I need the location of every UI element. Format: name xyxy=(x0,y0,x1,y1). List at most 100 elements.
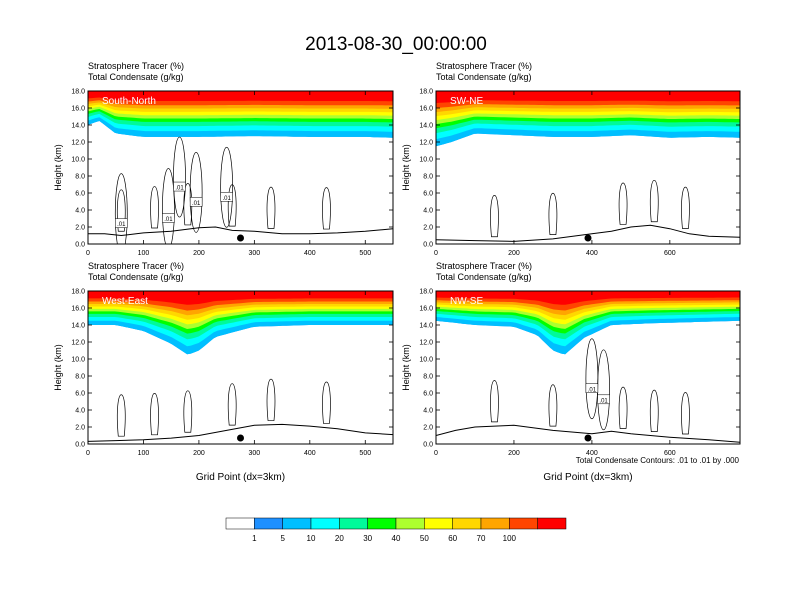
chart-panel: Stratosphere Tracer (%)Total Condensate … xyxy=(53,61,394,257)
y-tick-label: 8.0 xyxy=(423,174,433,181)
contour-label: .01 xyxy=(175,186,184,192)
condensate-contour xyxy=(322,187,331,230)
panel-title-tracer: Stratosphere Tracer (%) xyxy=(88,261,184,271)
y-tick-label: 2.0 xyxy=(75,425,85,432)
y-tick-label: 14.0 xyxy=(71,323,85,330)
y-tick-label: 8.0 xyxy=(75,174,85,181)
condensate-contour xyxy=(649,179,659,223)
terrain-line xyxy=(436,424,740,443)
condensate-contour xyxy=(618,386,628,429)
y-tick-label: 0.0 xyxy=(423,442,433,449)
location-marker xyxy=(584,234,592,242)
x-tick-label: 400 xyxy=(304,450,316,457)
y-tick-label: 4.0 xyxy=(423,408,433,415)
location-marker xyxy=(237,234,244,242)
colorbar-swatch xyxy=(537,517,567,530)
tracer-band xyxy=(88,91,393,102)
panel-title-condensate: Total Condensate (g/kg) xyxy=(436,272,532,282)
condensate-contour xyxy=(681,392,690,435)
y-tick-label: 2.0 xyxy=(423,425,433,432)
y-tick-label: 0.0 xyxy=(75,442,85,449)
y-tick-label: 10.0 xyxy=(419,357,433,364)
condensate-contour xyxy=(681,186,690,229)
x-tick-label: 500 xyxy=(359,250,371,257)
plot-frame xyxy=(435,90,741,245)
plot-area xyxy=(88,291,393,444)
y-tick-label: 10.0 xyxy=(71,357,85,364)
colorbar-swatch xyxy=(452,517,482,530)
tracer-band xyxy=(436,91,740,104)
x-tick-label: 100 xyxy=(138,450,150,457)
y-tick-label: 2.0 xyxy=(75,225,85,232)
contour-label-box xyxy=(220,192,233,202)
plot-area xyxy=(436,91,740,244)
y-tick-label: 16.0 xyxy=(419,106,433,113)
y-tick-label: 14.0 xyxy=(419,323,433,330)
colorbar-swatch xyxy=(254,517,283,530)
condensate-contour xyxy=(649,389,659,432)
condensate-contour xyxy=(173,136,186,218)
y-axis-label: Height (km) xyxy=(53,144,63,191)
panel-label: South-North xyxy=(102,96,156,107)
condensate-contour xyxy=(116,394,126,437)
colorbar-swatch xyxy=(339,517,368,530)
x-tick-label: 600 xyxy=(664,250,676,257)
colorbar-swatch xyxy=(480,517,510,530)
x-tick-label: 300 xyxy=(249,450,261,457)
y-tick-label: 6.0 xyxy=(423,391,433,398)
y-tick-label: 10.0 xyxy=(419,157,433,164)
location-marker xyxy=(237,434,244,442)
chart-panel: Stratosphere Tracer (%)Total Condensate … xyxy=(53,261,394,483)
condensate-contour xyxy=(548,384,558,427)
contour-label-box xyxy=(115,218,128,228)
y-tick-label: 16.0 xyxy=(71,306,85,313)
y-tick-label: 8.0 xyxy=(423,374,433,381)
condensate-contour xyxy=(150,393,159,436)
colorbar-swatch xyxy=(367,517,397,530)
x-tick-label: 200 xyxy=(508,250,520,257)
x-tick-label: 400 xyxy=(586,450,598,457)
condensate-contour xyxy=(150,186,159,229)
condensate-contour xyxy=(114,173,128,244)
contour-label-box xyxy=(189,197,203,207)
y-tick-label: 6.0 xyxy=(423,191,433,198)
y-tick-label: 4.0 xyxy=(75,208,85,215)
x-tick-label: 200 xyxy=(193,450,205,457)
contour-label-box xyxy=(162,213,175,223)
panel-title-tracer: Stratosphere Tracer (%) xyxy=(88,61,184,71)
panel-label: NW-SE xyxy=(450,296,483,307)
chart-panel: Stratosphere Tracer (%)Total Condensate … xyxy=(401,261,741,483)
x-tick-label: 300 xyxy=(249,250,261,257)
x-tick-label: 200 xyxy=(193,250,205,257)
condensate-contour xyxy=(220,146,233,228)
colorbar-swatch xyxy=(395,517,425,530)
y-tick-label: 4.0 xyxy=(423,208,433,215)
colorbar-label: 20 xyxy=(335,534,344,543)
condensate-contour xyxy=(490,194,499,238)
panel-title-tracer: Stratosphere Tracer (%) xyxy=(436,261,532,271)
x-tick-label: 600 xyxy=(664,450,676,457)
colorbar-label: 30 xyxy=(363,534,372,543)
colorbar-label: 50 xyxy=(420,534,429,543)
plot-area: .01 .01 .01 .01 .01 xyxy=(88,91,393,244)
terrain-line xyxy=(88,226,393,237)
y-axis-label: Height (km) xyxy=(53,344,63,391)
condensate-contour xyxy=(322,381,331,424)
y-tick-label: 12.0 xyxy=(71,340,85,347)
x-tick-label: 100 xyxy=(138,250,150,257)
colorbar-swatch xyxy=(509,517,538,530)
colorbar: 1 5 10 20 30 40 50 60 70 100 xyxy=(225,517,567,543)
condensate-contour xyxy=(183,390,193,433)
y-tick-label: 4.0 xyxy=(75,408,85,415)
colorbar-swatch xyxy=(282,517,312,530)
contour-label: .01 xyxy=(599,398,608,404)
tracer-band xyxy=(88,291,393,305)
colorbar-label: 100 xyxy=(503,534,517,543)
condensate-contour xyxy=(266,186,276,229)
y-tick-label: 18.0 xyxy=(71,289,85,296)
plot-frame xyxy=(87,90,394,245)
panel-title-condensate: Total Condensate (g/kg) xyxy=(436,72,532,82)
panel-label: West-East xyxy=(102,296,148,307)
y-axis-label: Height (km) xyxy=(401,344,411,391)
panel-title-tracer: Stratosphere Tracer (%) xyxy=(436,61,532,71)
